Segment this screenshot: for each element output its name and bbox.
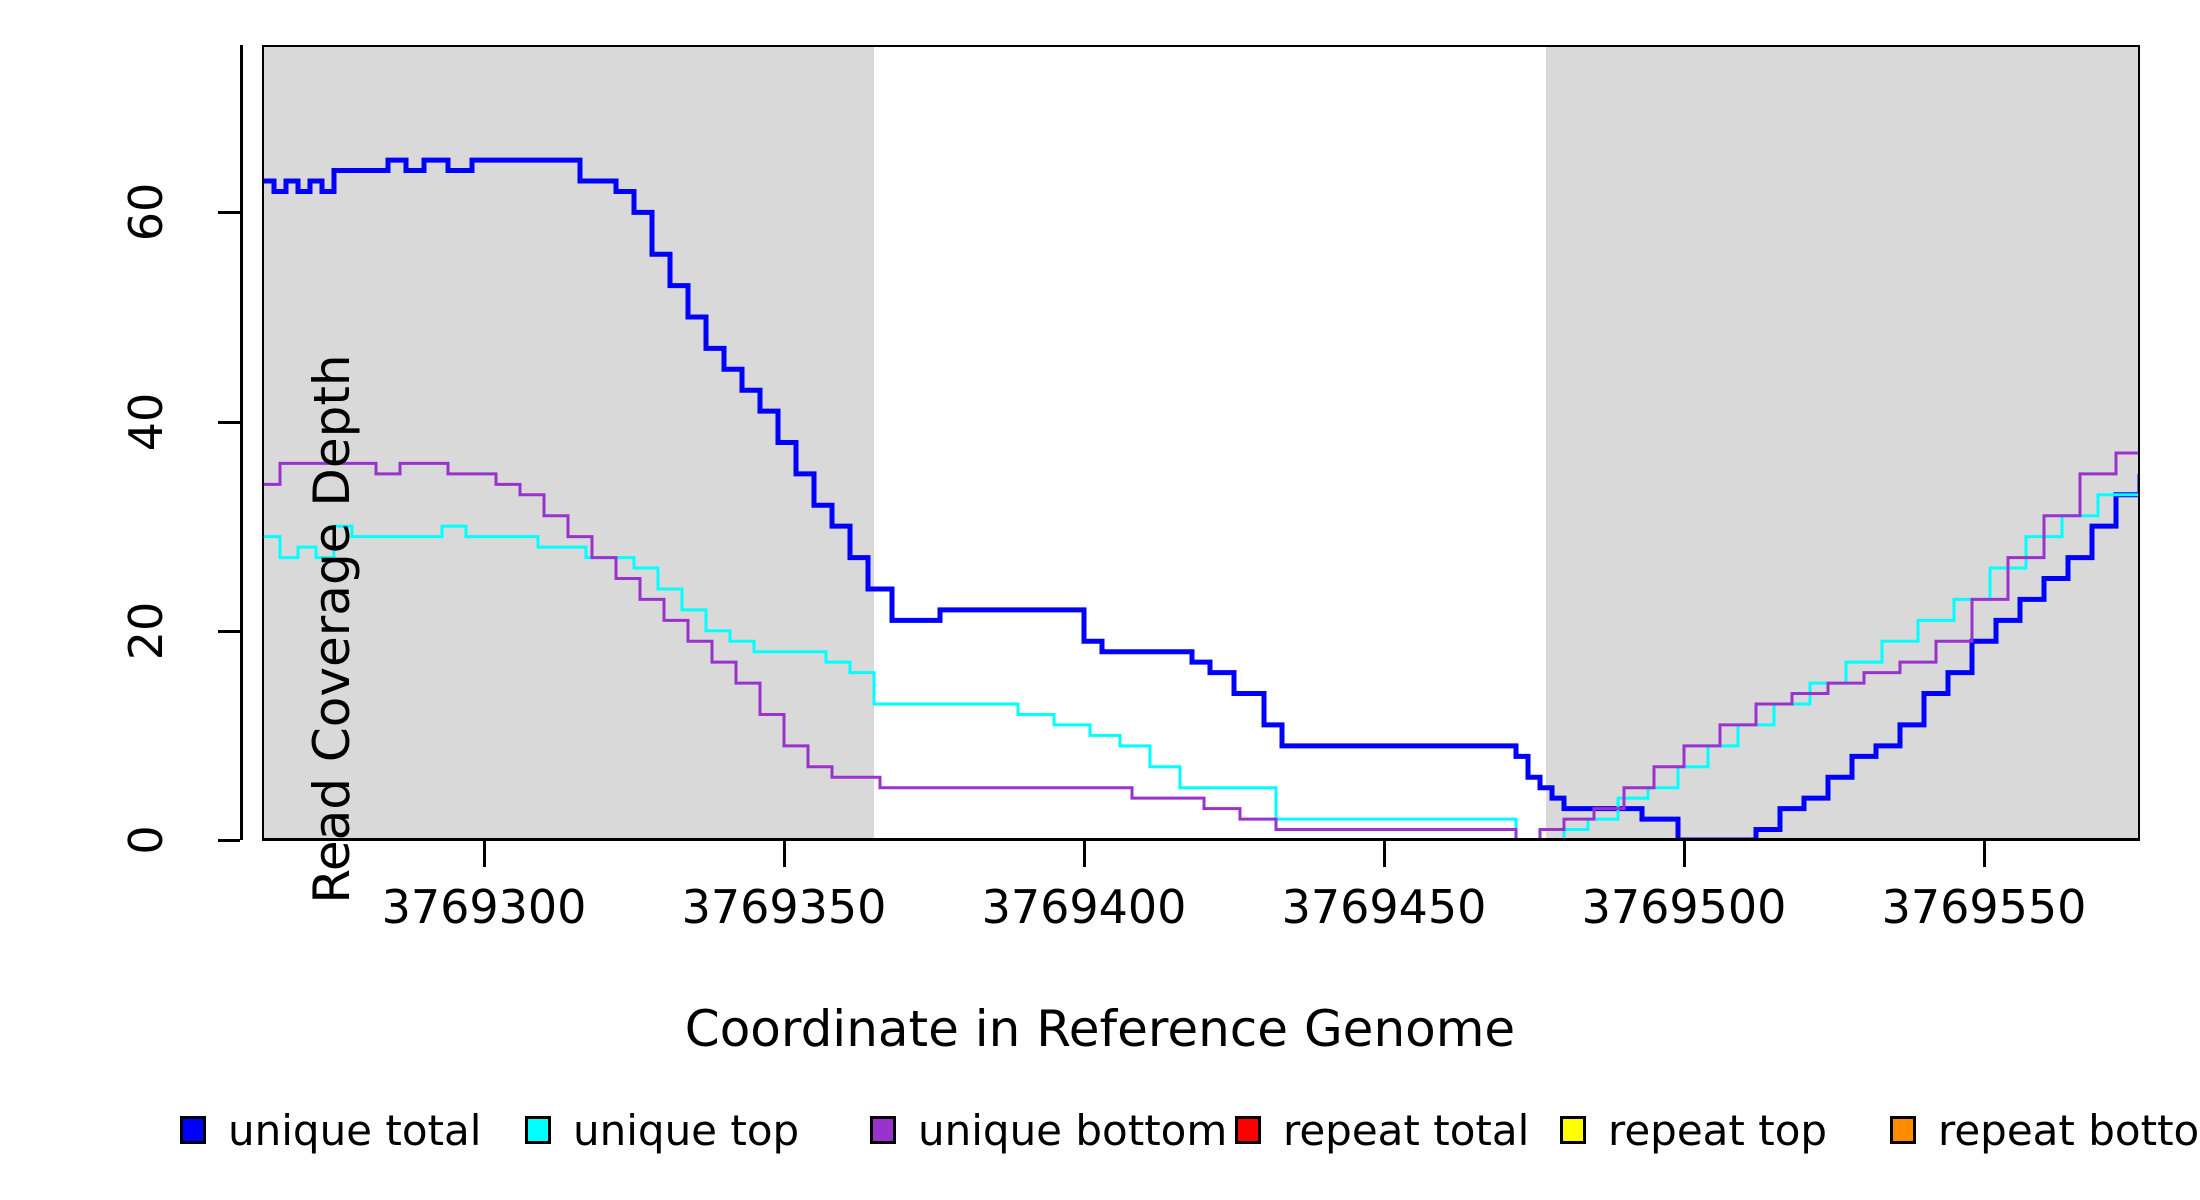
y-tick-label: 0 <box>119 825 173 855</box>
series-line-unique-total <box>262 160 2140 840</box>
y-tick <box>218 420 240 424</box>
legend-swatch-icon <box>870 1116 896 1144</box>
legend-label: unique bottom <box>918 1105 1228 1155</box>
left-repeat-region <box>262 45 874 840</box>
x-axis-title: Coordinate in Reference Genome <box>684 1000 1516 1058</box>
legend-label: repeat total <box>1283 1105 1530 1155</box>
x-tick-label: 3769500 <box>1581 880 1787 934</box>
x-tick <box>1383 841 1386 867</box>
y-tick <box>218 839 240 842</box>
legend-item-repeat-total[interactable]: repeat total <box>1235 1100 1529 1160</box>
y-tick <box>218 211 240 215</box>
x-axis-line <box>262 838 2140 841</box>
x-tick <box>1983 841 1986 867</box>
x-tick-label: 3769550 <box>1881 880 2087 934</box>
y-tick-label: 40 <box>119 392 173 451</box>
y-tick-label: 60 <box>119 183 173 242</box>
legend-swatch-icon <box>525 1116 551 1144</box>
series-layer <box>262 45 2140 840</box>
legend-item-unique-bottom[interactable]: unique bottom <box>870 1100 1227 1160</box>
plot-area <box>262 45 2140 840</box>
x-tick <box>1083 841 1086 867</box>
series-line-unique-bottom <box>262 453 2140 840</box>
legend-item-unique-total[interactable]: unique total <box>180 1100 481 1160</box>
x-tick-label: 3769300 <box>381 880 587 934</box>
x-tick-label: 3769450 <box>1281 880 1487 934</box>
x-tick-label: 3769350 <box>681 880 887 934</box>
x-tick <box>483 841 486 867</box>
legend-swatch-icon <box>1235 1116 1261 1144</box>
legend-label: repeat top <box>1608 1105 1828 1155</box>
legend-swatch-icon <box>1560 1116 1586 1144</box>
legend-swatch-icon <box>1890 1116 1916 1144</box>
right-repeat-region <box>1546 45 2140 840</box>
x-tick <box>783 841 786 867</box>
chart-legend: unique total unique top unique bottom repea… <box>0 1100 2200 1160</box>
legend-label: repeat bottom <box>1938 1105 2200 1155</box>
y-tick-label: 20 <box>119 601 173 661</box>
legend-label: unique total <box>228 1105 482 1155</box>
y-axis-title: Read Coverage Depth <box>303 354 361 904</box>
x-tick-label: 3769400 <box>981 880 1187 934</box>
legend-item-repeat-top[interactable]: repeat top <box>1560 1100 1827 1160</box>
y-axis-line <box>240 45 243 840</box>
x-tick <box>1683 841 1686 867</box>
legend-item-unique-top[interactable]: unique top <box>525 1100 799 1160</box>
legend-label: unique top <box>573 1105 800 1155</box>
y-tick <box>218 629 240 633</box>
series-line-unique-top <box>262 463 2140 840</box>
legend-swatch-icon <box>180 1116 206 1144</box>
legend-item-repeat-bottom[interactable]: repeat bottom <box>1890 1100 2200 1160</box>
